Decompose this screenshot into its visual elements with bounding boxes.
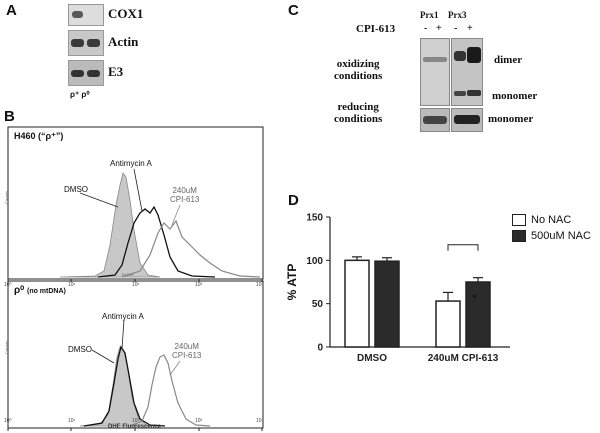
bottom-x-axis-label: DHE Fluorescence [108, 424, 162, 430]
top-label-cpi-name: CPI-613 [170, 195, 200, 204]
bar-no-nac-dmso [344, 259, 370, 348]
row-label-reducing: reducing conditions [334, 101, 383, 125]
lane-sign-2: + [436, 23, 442, 34]
x-category-label: DMSO [357, 353, 387, 364]
bottom-label-antimycin: Antimycin A [102, 312, 144, 321]
top-x-axis-label: FL2-H [122, 272, 134, 277]
blot-label-cox1: COX1 [108, 6, 144, 21]
y-tick-label: 50 [312, 299, 324, 310]
significance-bracket [447, 244, 479, 251]
col-header-prx1: Prx1 [420, 10, 439, 20]
top-cpi-curve [121, 219, 261, 278]
bar-no-nac-cpi613 [435, 300, 461, 348]
legend-label-no-nac: No NAC [531, 214, 572, 226]
panel-c-label: C [288, 2, 299, 19]
significance-asterisk: * [472, 291, 478, 306]
bottom-plot-title: ρ⁰ (no mtDNA) [14, 285, 66, 296]
blot-label-actin: Actin [108, 34, 139, 49]
top-label-cpi-conc: 240uM [172, 186, 197, 195]
top-label-antimycin: Antimycin A [110, 159, 152, 168]
row-label-oxidizing: oxidizing conditions [334, 58, 383, 82]
bar-500-nac-cpi613 [465, 281, 491, 348]
top-antimycin-curve [97, 205, 216, 278]
top-plot-title: H460 (“ρ⁺”) [14, 131, 64, 141]
band-label-dimer: dimer [494, 54, 523, 66]
y-tick-label: 150 [306, 213, 323, 224]
panel-b-label: B [4, 108, 15, 125]
legend-swatch-500-nac [512, 230, 526, 242]
lane-sign-4: + [467, 23, 473, 34]
y-axis-title: % ATP [285, 264, 299, 301]
bottom-label-dmso: DMSO [68, 345, 92, 354]
prx-blot [420, 38, 483, 133]
y-tick-label: 100 [306, 256, 323, 267]
bottom-y-axis-label: Counts [3, 341, 9, 354]
col-header-prx3: Prx3 [448, 10, 467, 20]
y-tick-label: 0 [317, 343, 323, 354]
x-category-label: 240uM CPI-613 [428, 353, 499, 364]
treatment-label: CPI-613 [356, 23, 396, 35]
top-label-dmso: DMSO [64, 185, 88, 194]
legend-label-500-nac: 500uM NAC [531, 230, 591, 242]
band-label-monomer-ox: monomer [492, 90, 538, 102]
lane-sign-3: - [454, 23, 458, 34]
panel-d-label: D [288, 192, 299, 209]
bottom-dmso-curve [79, 346, 161, 427]
legend-item-no-nac: No NAC [512, 214, 591, 226]
top-y-axis-label: Counts [3, 191, 9, 204]
panel-a-label: A [6, 2, 17, 19]
bar-500-nac-dmso [374, 260, 400, 348]
bottom-label-cpi-name: CPI-613 [172, 351, 202, 360]
panel-a-blot [68, 4, 104, 89]
legend-item-500-nac: 500uM NAC [512, 230, 591, 242]
top-dmso-curve [59, 172, 161, 278]
flow-histograms [7, 126, 264, 431]
chart-legend: No NAC 500uM NAC [512, 214, 591, 242]
lane-sign-1: - [424, 23, 428, 34]
bottom-x-ticks [7, 428, 263, 431]
legend-swatch-no-nac [512, 214, 526, 226]
bottom-label-cpi-conc: 240uM [174, 342, 199, 351]
lane-labels: ρ⁺ ρ⁰ [70, 90, 90, 99]
atp-bar-chart: 0 50 100 150 % ATP DMSO 240uM CPI-613 [285, 213, 510, 364]
band-label-monomer-red: monomer [488, 113, 534, 125]
bottom-antimycin-curve [83, 345, 166, 427]
bottom-cpi-curve [129, 354, 211, 427]
blot-label-e3: E3 [108, 64, 124, 79]
